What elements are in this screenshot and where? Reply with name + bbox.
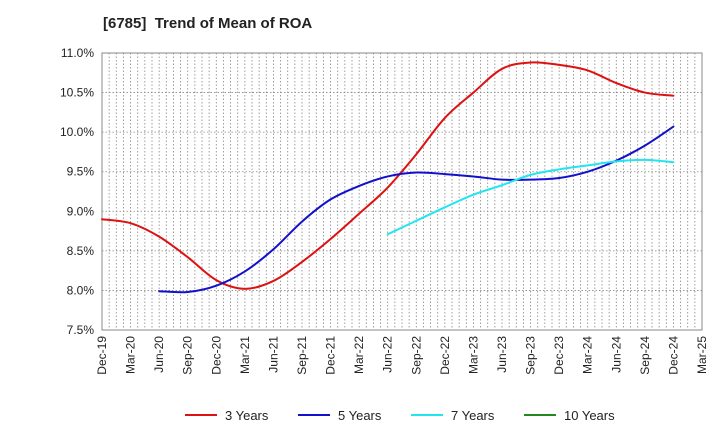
x-tick-label: Mar-21 [238, 336, 252, 374]
x-tick-label: Mar-25 [695, 336, 709, 374]
x-tick-label: Sep-21 [295, 336, 309, 375]
x-tick-label: Mar-23 [466, 336, 480, 374]
y-tick-label: 10.5% [60, 86, 94, 100]
y-tick-label: 9.5% [67, 165, 95, 179]
x-tick-label: Dec-22 [438, 336, 452, 375]
x-tick-label: Dec-21 [324, 336, 338, 375]
y-tick-label: 8.0% [67, 283, 95, 297]
legend-label-3-years: 3 Years [225, 408, 269, 423]
x-tick-label: Dec-20 [209, 336, 223, 375]
x-tick-label: Mar-24 [581, 336, 595, 374]
x-tick-label: Jun-22 [381, 336, 395, 373]
x-tick-label: Dec-19 [95, 336, 109, 375]
x-tick-label: Dec-23 [552, 336, 566, 375]
series-line-7-years [386, 158, 675, 236]
series-line-5-years [158, 125, 675, 294]
legend-label-10-years: 10 Years [564, 408, 615, 423]
x-tick-label: Dec-24 [666, 336, 680, 375]
legend-label-7-years: 7 Years [451, 408, 495, 423]
x-tick-label: Jun-20 [152, 336, 166, 373]
x-tick-label: Sep-23 [524, 336, 538, 375]
x-tick-label: Sep-20 [181, 336, 195, 375]
y-tick-label: 8.5% [67, 244, 95, 258]
y-tick-label: 11.0% [61, 46, 94, 60]
x-tick-label: Sep-24 [638, 336, 652, 375]
x-tick-label: Sep-22 [409, 336, 423, 375]
chart-title: [6785] Trend of Mean of ROA [103, 15, 313, 32]
y-tick-label: 7.5% [67, 323, 95, 337]
x-tick-label: Mar-20 [124, 336, 138, 374]
legend-label-5-years: 5 Years [338, 408, 382, 423]
x-tick-label: Jun-21 [266, 336, 280, 373]
x-tick-label: Mar-22 [352, 336, 366, 374]
series-line-3-years [101, 61, 675, 290]
y-tick-label: 10.0% [60, 125, 94, 139]
plot-frame [101, 52, 703, 331]
x-tick-label: Jun-23 [495, 336, 509, 373]
x-tick-label: Jun-24 [609, 336, 623, 373]
y-tick-label: 9.0% [67, 204, 95, 218]
